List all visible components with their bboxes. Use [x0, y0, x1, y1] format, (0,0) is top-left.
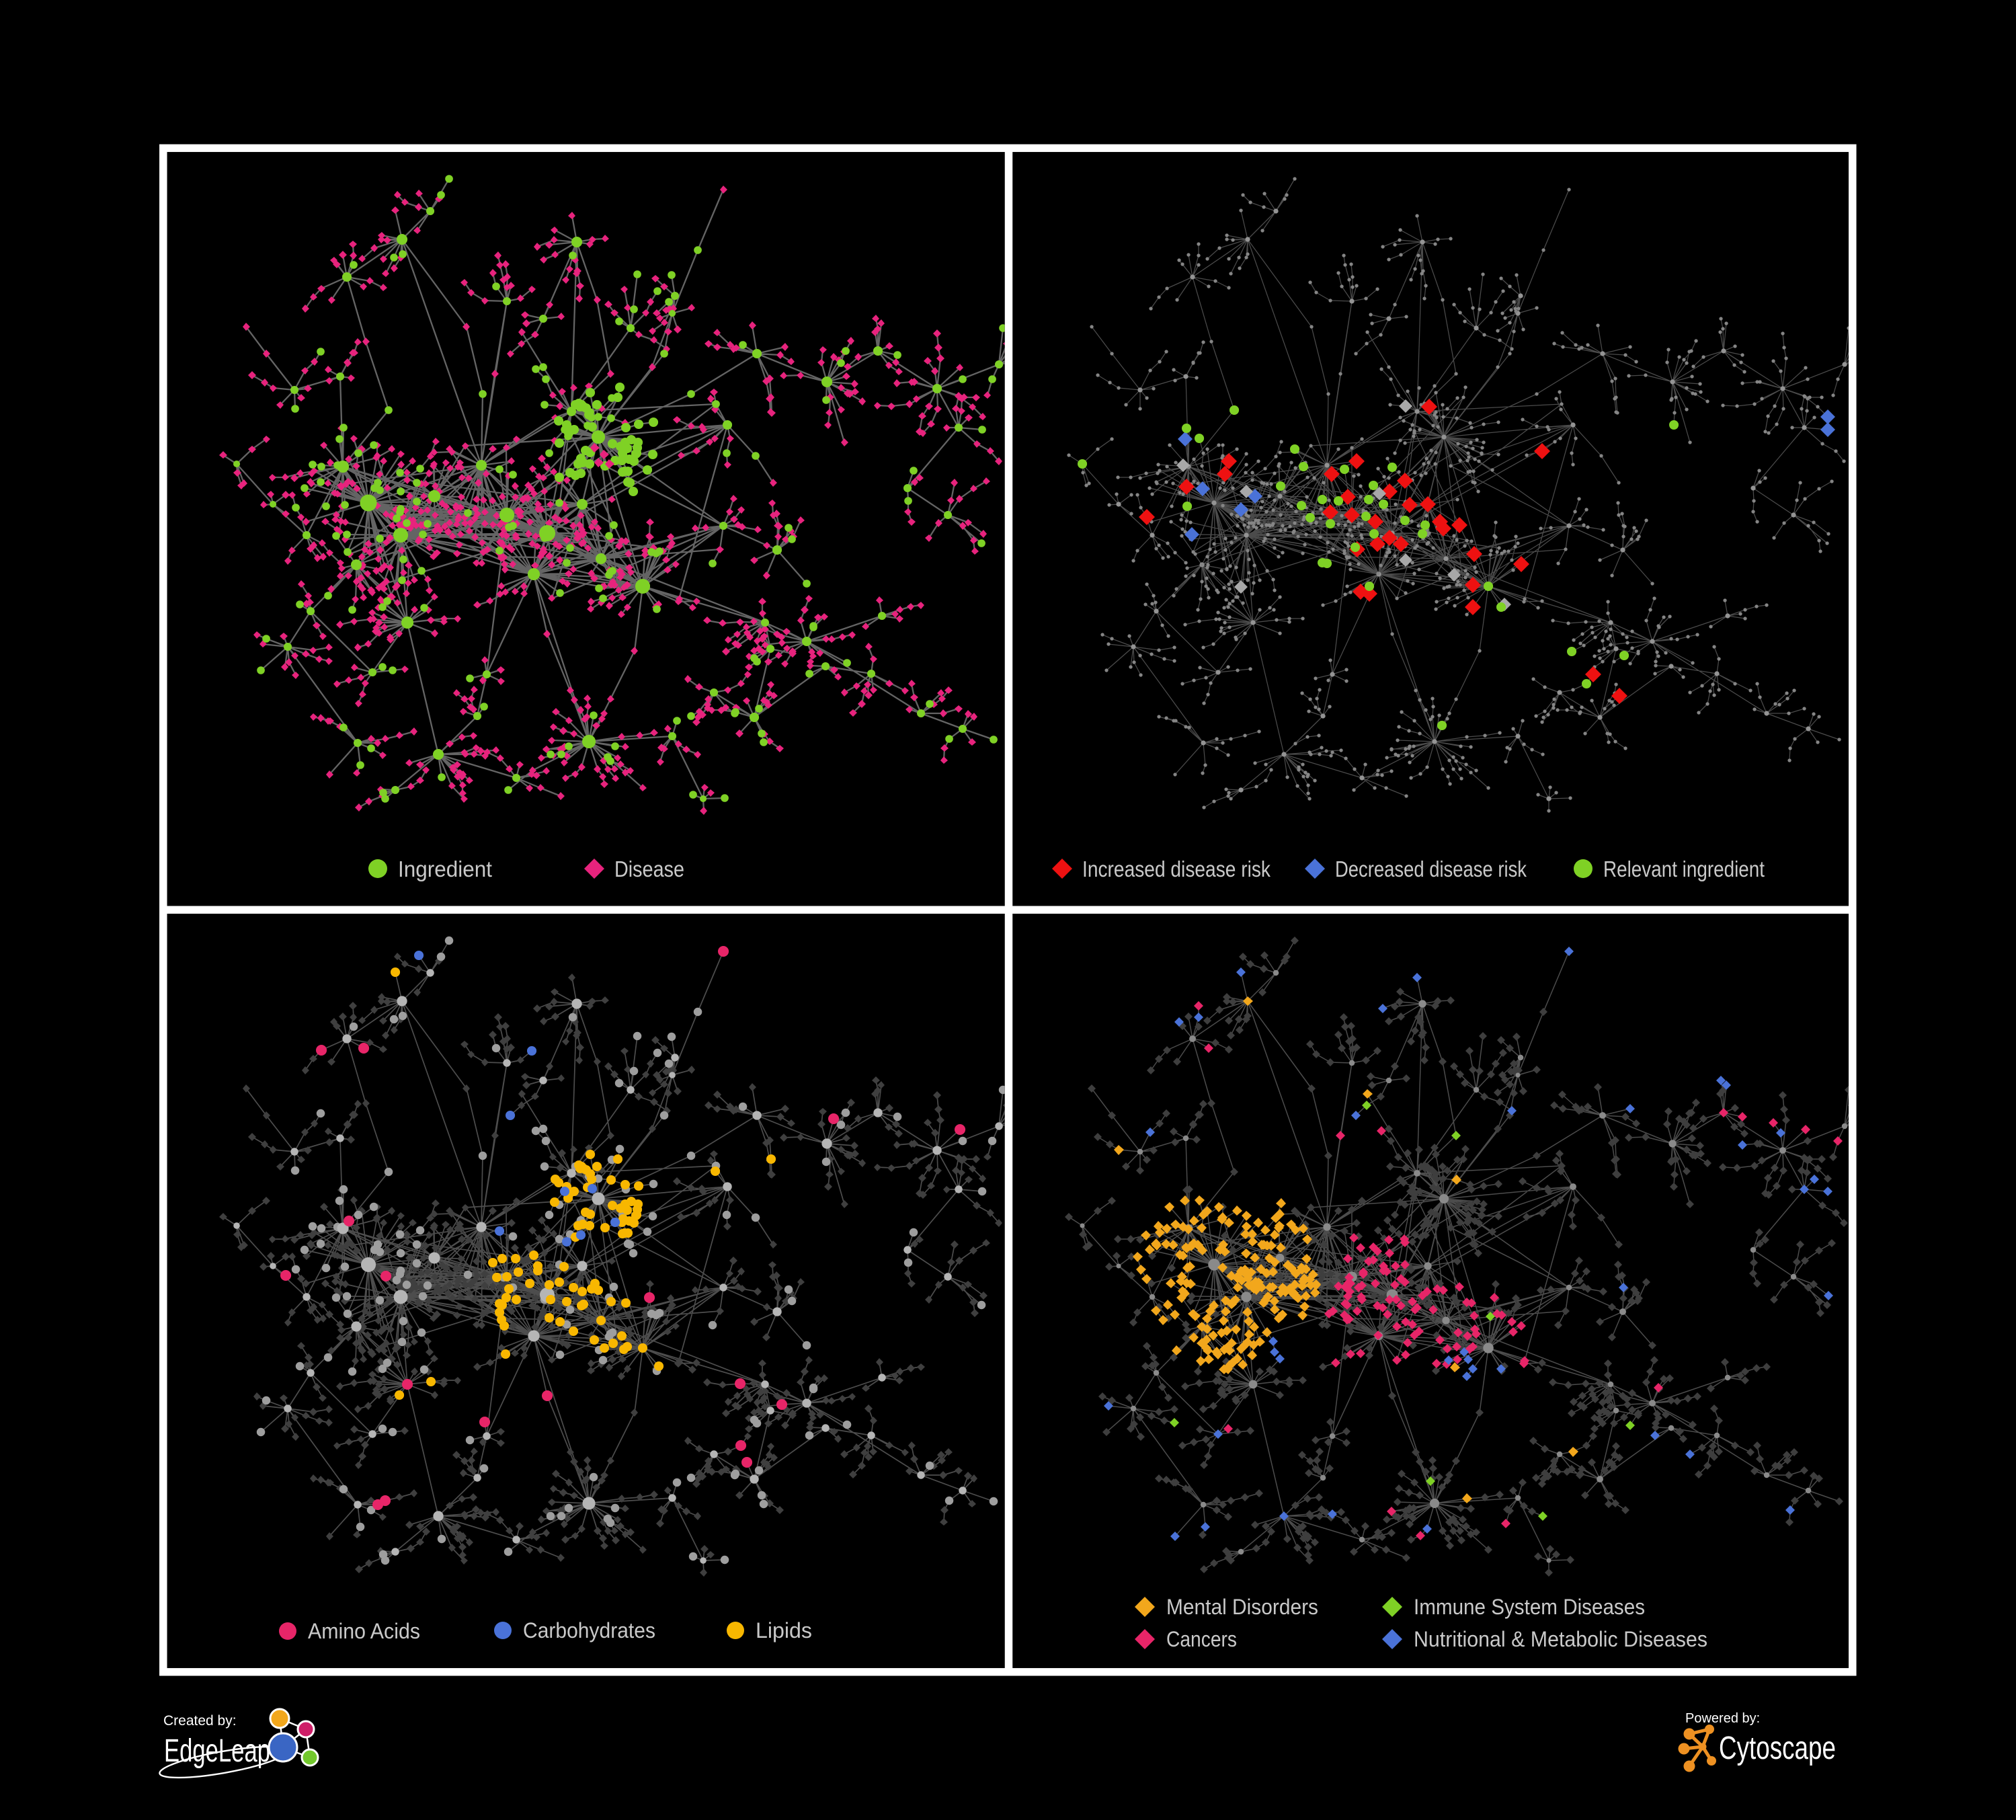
svg-text:Created by:: Created by: — [163, 1713, 237, 1729]
svg-text:Mental Disorders: Mental Disorders — [1166, 1595, 1318, 1619]
svg-text:Relevant ingredient: Relevant ingredient — [1603, 857, 1765, 881]
svg-text:Ingredient: Ingredient — [398, 857, 492, 881]
svg-text:Decreased disease risk: Decreased disease risk — [1335, 857, 1527, 881]
svg-text:Lipids: Lipids — [756, 1618, 812, 1643]
svg-text:Cancers: Cancers — [1166, 1627, 1237, 1651]
svg-text:Increased disease risk: Increased disease risk — [1082, 857, 1271, 881]
svg-text:Nutritional & Metabolic Diseas: Nutritional & Metabolic Diseases — [1414, 1627, 1707, 1651]
svg-text:Carbohydrates: Carbohydrates — [523, 1618, 655, 1643]
svg-text:Disease: Disease — [614, 857, 684, 881]
svg-text:Cytoscape: Cytoscape — [1719, 1731, 1836, 1766]
svg-text:Immune System Diseases: Immune System Diseases — [1414, 1595, 1645, 1619]
svg-text:EdgeLeap: EdgeLeap — [164, 1733, 270, 1769]
svg-text:Powered by:: Powered by: — [1685, 1711, 1760, 1726]
svg-text:Amino Acids: Amino Acids — [308, 1619, 420, 1643]
